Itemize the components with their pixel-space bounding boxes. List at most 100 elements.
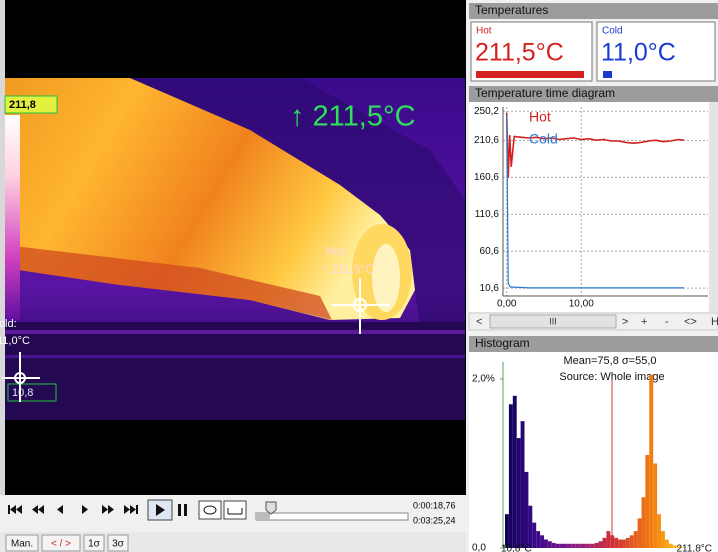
y-tick-label: 250,2	[474, 106, 499, 117]
time-current: 0:00:18,76	[413, 500, 456, 510]
histogram-bar	[590, 543, 595, 548]
floor-stripe	[5, 355, 465, 358]
floor	[5, 322, 465, 420]
histogram-bar	[629, 535, 634, 548]
scroll-thumb-grip: III	[549, 316, 557, 326]
histogram-bar	[524, 471, 529, 548]
histogram-bar	[618, 539, 622, 548]
histogram-bar	[641, 497, 646, 548]
mode-button-label: 3σ	[112, 539, 125, 550]
mode-button[interactable]	[83, 534, 105, 552]
histogram-bar	[680, 547, 685, 548]
histogram-bar	[625, 537, 630, 548]
hot-level-bar	[476, 71, 584, 78]
first-button[interactable]	[8, 505, 22, 514]
loop-icon	[203, 505, 217, 515]
histogram-bar	[544, 539, 548, 548]
panel-title: Histogram	[475, 336, 530, 350]
zoom-in[interactable]: +	[641, 316, 647, 328]
y-tick-label: 2,0%	[472, 374, 495, 385]
zoom-fit[interactable]: <>	[684, 316, 697, 328]
structure	[130, 78, 465, 330]
mode-button[interactable]	[107, 534, 129, 552]
color-scale	[5, 115, 20, 320]
scale-max-box	[4, 95, 58, 114]
histogram-bar	[645, 455, 650, 548]
floor-stripe	[5, 330, 465, 334]
histogram-stats: Mean=75,8 σ=55,0	[563, 355, 656, 367]
mode-button-label: 1σ	[88, 539, 101, 550]
prev-button[interactable]	[57, 505, 63, 514]
play-icon	[156, 504, 165, 516]
mode-button[interactable]	[5, 534, 39, 552]
panel-title: Temperatures	[475, 3, 548, 17]
histogram-bar	[676, 546, 681, 548]
histogram-bar	[540, 535, 544, 548]
x-tick-label: 211,8°C	[676, 544, 712, 552]
histogram-bar	[536, 531, 541, 548]
scale-max: 211,8	[9, 99, 36, 111]
pipe-end-core	[372, 244, 400, 312]
time-total: 0:03:25,24	[413, 515, 456, 525]
histogram-bar	[622, 539, 626, 548]
histogram-bar	[602, 537, 607, 548]
forward-button[interactable]	[102, 505, 114, 514]
range-button[interactable]	[223, 500, 247, 520]
diagram-area	[469, 102, 709, 312]
histogram-bar	[610, 535, 615, 548]
panel-header	[469, 86, 718, 102]
cold-label: Cold:	[0, 318, 17, 330]
cold-box	[596, 21, 716, 82]
timeline-track[interactable]	[255, 512, 409, 521]
scroll-h[interactable]: H	[711, 316, 718, 328]
histogram-bar	[512, 395, 517, 548]
histogram-bar	[528, 505, 533, 548]
zoom-out[interactable]: -	[665, 316, 669, 328]
cold-box-value: 11,0°C	[601, 39, 676, 67]
histogram-bar	[559, 543, 564, 548]
rewind-button[interactable]	[32, 505, 44, 514]
pause-button[interactable]	[178, 504, 187, 516]
scroll-left[interactable]: <	[476, 316, 482, 328]
last-button[interactable]	[124, 505, 138, 514]
histogram-bar	[672, 545, 677, 548]
hot-box-label: Hot	[476, 26, 492, 37]
histogram-bar	[586, 543, 591, 548]
next-button[interactable]	[82, 505, 88, 514]
hot-label: Hot:	[325, 244, 347, 258]
histogram-bar	[657, 514, 661, 548]
scale-min: 10,8	[12, 387, 33, 399]
histogram-bar	[598, 541, 603, 548]
timeline-thumb[interactable]	[265, 501, 277, 515]
range-icon	[227, 508, 243, 515]
cold-value: 11,0°C	[0, 335, 30, 347]
mode-button-label: Man.	[11, 539, 33, 550]
mode-button[interactable]	[41, 534, 81, 552]
histogram-bar	[508, 404, 513, 548]
histogram-bar	[575, 543, 580, 548]
histogram-bar	[579, 543, 583, 548]
cold-crosshair	[2, 352, 40, 402]
timeline-progress	[256, 513, 270, 520]
hot-value: ↑ 211,5°C	[322, 262, 374, 276]
histogram-bar	[516, 438, 521, 548]
y-tick-label: 210,6	[474, 135, 499, 146]
x-tick-label: 10,00	[569, 299, 594, 310]
scroll-thumb[interactable]	[489, 314, 617, 329]
histogram-bar	[649, 374, 654, 548]
histogram-bar	[664, 539, 669, 548]
cold-level-bar	[603, 71, 612, 78]
loop-button[interactable]	[198, 500, 222, 520]
scale-min-box	[7, 383, 57, 402]
x-tick-label: 10,8°C	[501, 544, 532, 552]
histogram-bar	[555, 543, 560, 548]
histogram-source: Source: Whole image	[559, 371, 664, 383]
thermal-image: 211,8 10,8 Cold: 11,0°C ↑ 211,5°C Hot: ↑…	[0, 0, 466, 495]
scroll-right[interactable]: >	[622, 316, 628, 328]
histogram-bar	[606, 531, 611, 548]
histogram-bar	[571, 543, 576, 548]
legend-entry: Hot	[529, 109, 551, 125]
histogram-bar	[567, 543, 572, 548]
